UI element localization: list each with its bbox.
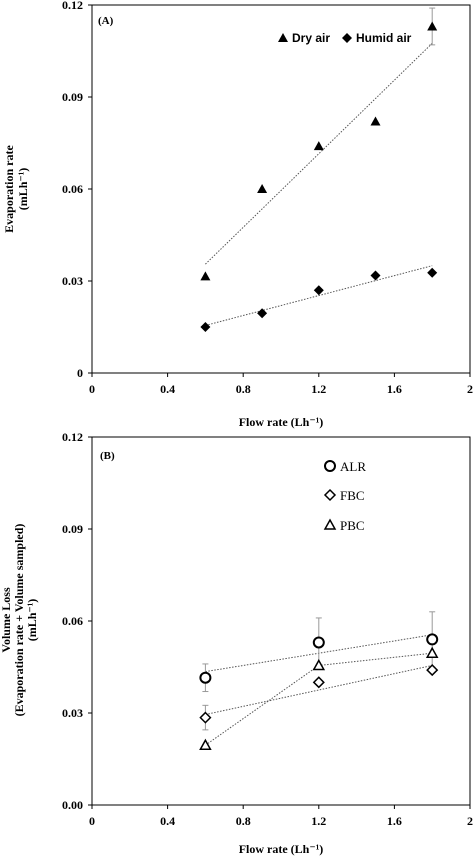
data-point-b-pbc (312, 658, 326, 671)
legend-a: Dry air Humid air (278, 31, 412, 45)
legend-b-alr-label: ALR (340, 459, 366, 474)
x-tick-label-a: 0.4 (160, 382, 175, 396)
data-point-b-fbc (312, 676, 325, 689)
x-tick-label-b: 0.8 (236, 814, 251, 828)
data-point-b-pbc (425, 646, 439, 658)
data-point-b-pbc (199, 738, 212, 750)
y-axis-title-a-line-2: (mLh⁻¹) (16, 168, 30, 211)
legend-b-pbc-label: PBC (340, 518, 365, 533)
data-point-a-humid-air (200, 322, 211, 332)
data-point-b-alr (426, 633, 439, 646)
legend-a-humid-air-marker (342, 33, 352, 43)
x-tick-label-a: 0 (89, 382, 95, 396)
legend-b-fbc-marker (323, 488, 337, 502)
x-axis-title-b: Flow rate (Lh⁻¹) (239, 842, 324, 856)
data-point-a-dry-air (200, 271, 211, 281)
data-point-a-humid-air (427, 267, 438, 278)
x-tick-label-a: 2 (467, 382, 473, 396)
x-tick-label-b: 0.4 (160, 814, 175, 828)
legend-b-fbc-label: FBC (340, 488, 365, 503)
y-tick-label-b: 0.06 (62, 614, 83, 628)
y-tick-label-b: 0.12 (62, 430, 83, 444)
y-tick-label-b: 0.00 (62, 798, 83, 812)
y-axis-title-a-line-1: Evaporation rate (2, 144, 16, 232)
legend-a-dry-air-marker (278, 33, 288, 42)
y-tick-label-a: 0.12 (62, 0, 83, 12)
data-point-b-alr (199, 671, 212, 684)
legend-b: ALR FBC PBC (323, 459, 366, 533)
x-tick-label-a: 1.6 (387, 382, 402, 396)
data-point-a-dry-air (370, 116, 381, 126)
panel-a: (A) Flow rate (Lh⁻¹) Evaporation rate (m… (2, 0, 473, 429)
plot-area-frame-b (91, 436, 471, 806)
legend-a-dry-air-label: Dry air (292, 31, 330, 45)
y-tick-label-b: 0.09 (62, 522, 83, 536)
data-point-a-humid-air (370, 270, 381, 281)
legend-a-humid-air-label: Humid air (356, 31, 412, 45)
x-tick-label-b: 2 (467, 814, 473, 828)
x-axis-title-a: Flow rate (Lh⁻¹) (239, 415, 324, 429)
y-tick-label-a: 0 (77, 366, 83, 380)
y-tick-label-a: 0.09 (62, 90, 83, 104)
panel-label-b: (B) (100, 450, 115, 462)
data-point-b-fbc (199, 711, 212, 724)
x-tick-label-b: 1.6 (387, 814, 402, 828)
x-tick-label-b: 1.2 (311, 814, 326, 828)
x-tick-label-a: 0.8 (236, 382, 251, 396)
trendline-a-humid-air (205, 265, 433, 326)
y-axis-title-b-line-1: Volume Loss (0, 587, 13, 653)
legend-b-pbc-marker (323, 518, 337, 530)
y-axis-title-a: Evaporation rate (mLh⁻¹) (2, 144, 30, 232)
data-point-a-dry-air (257, 184, 268, 193)
y-axis-title-b-line-2: (Evaporation rate + Volume sampled) (12, 524, 26, 717)
trendline-b-fbc (205, 664, 433, 716)
panel-b: (B) Flow rate (Lh⁻¹) Volume Loss (Evapor… (0, 430, 473, 856)
y-tick-label-a: 0.06 (62, 182, 83, 196)
plot-area-frame-a (91, 4, 471, 374)
data-point-a-dry-air (313, 141, 324, 151)
y-axis-title-b: Volume Loss (Evaporation rate + Volume s… (0, 524, 39, 717)
y-axis-title-b-line-3: (mLh⁻¹) (25, 599, 39, 642)
y-tick-label-a: 0.03 (62, 274, 83, 288)
y-tick-label-b: 0.03 (62, 706, 83, 720)
x-tick-label-a: 1.2 (311, 382, 326, 396)
data-point-b-fbc (426, 664, 439, 677)
data-point-b-alr (312, 636, 325, 649)
x-tick-label-b: 0 (89, 814, 95, 828)
legend-b-alr-marker (324, 460, 336, 472)
data-point-a-humid-air (313, 285, 324, 296)
data-point-a-humid-air (257, 308, 268, 319)
trendline-a-dry-air (205, 42, 433, 265)
data-point-a-dry-air (427, 21, 438, 31)
panel-label-a: (A) (98, 15, 114, 27)
